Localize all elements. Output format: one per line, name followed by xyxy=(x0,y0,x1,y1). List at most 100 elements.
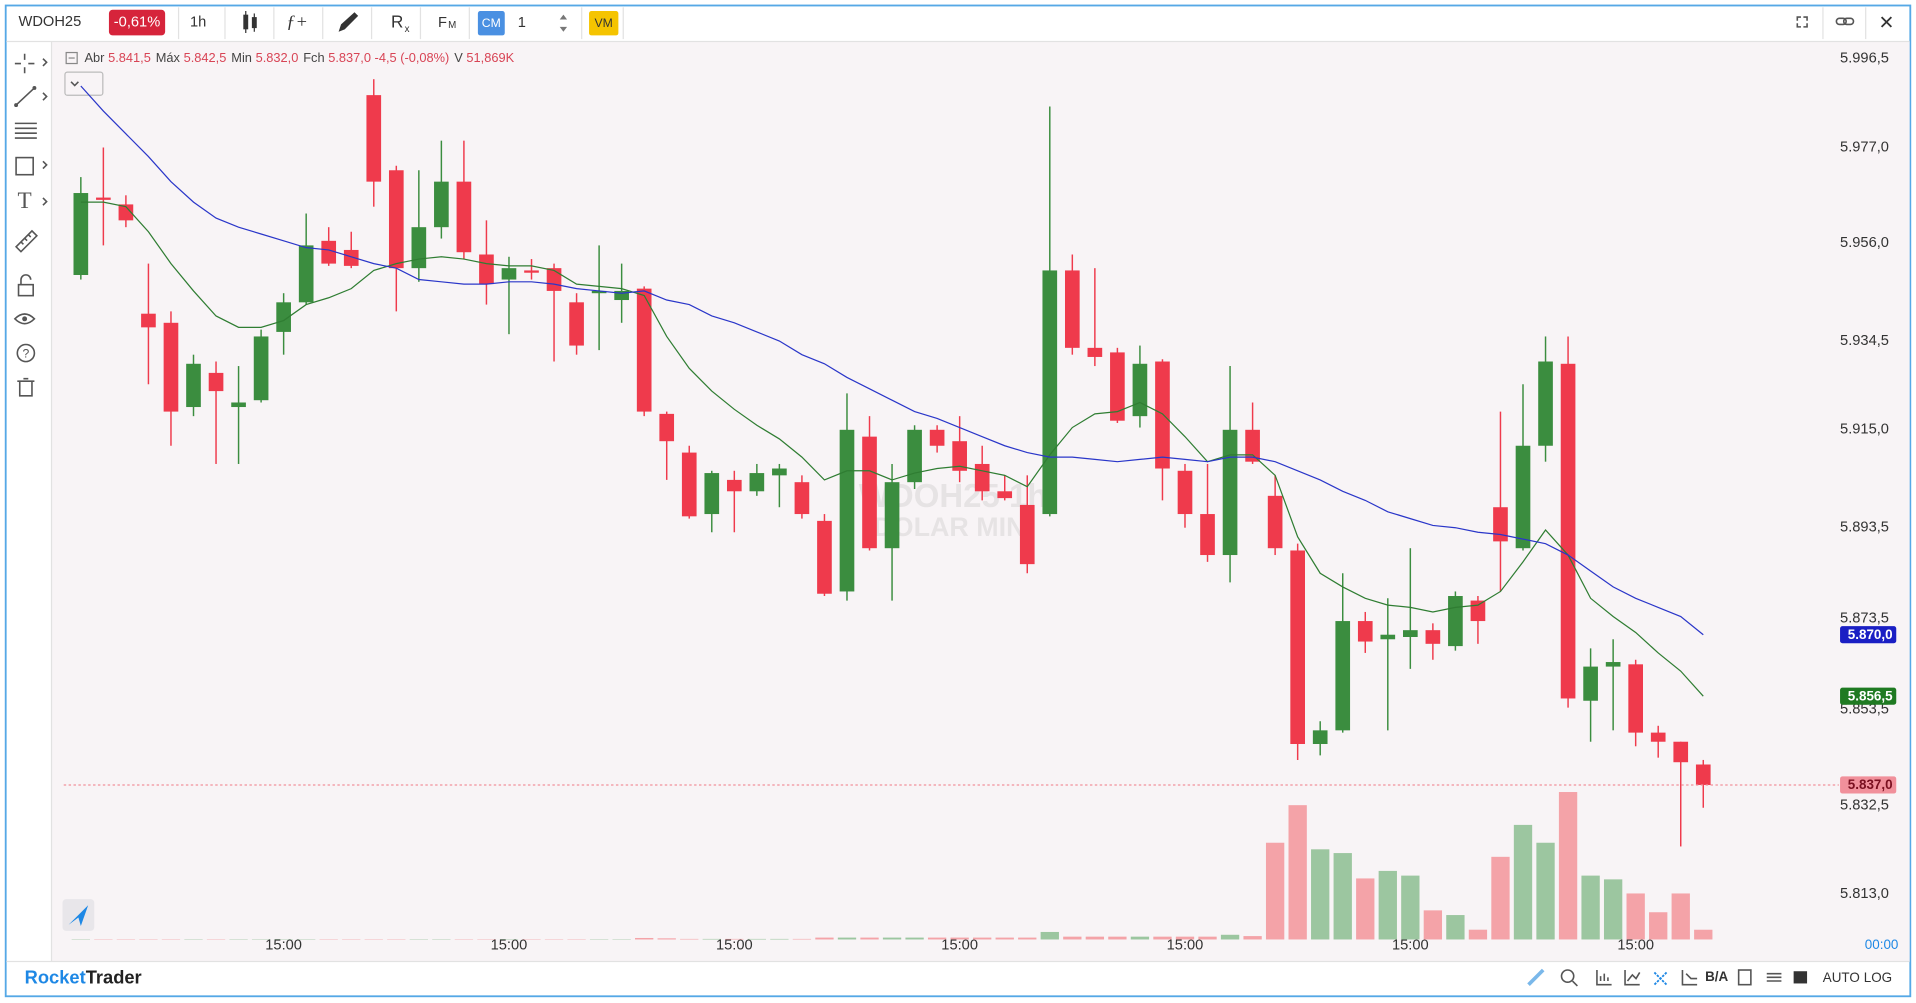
ruler-tool[interactable] xyxy=(14,229,38,253)
volume-bar xyxy=(1378,870,1397,940)
legend-value: 5.837,0 -4,5 (-0,08%) xyxy=(328,50,449,65)
x-tick-label: 15:00 xyxy=(1167,937,1204,953)
candle-body xyxy=(659,413,675,442)
candle-body xyxy=(974,463,990,492)
chart-type-button[interactable] xyxy=(243,10,257,33)
candle-body xyxy=(1245,429,1260,462)
cm-button[interactable]: CM xyxy=(482,16,501,30)
panel-icon[interactable] xyxy=(1793,971,1808,984)
candle-body xyxy=(1222,429,1238,556)
legend-collapse-icon xyxy=(70,81,79,87)
vm-badge xyxy=(589,10,619,36)
candle-body xyxy=(1605,662,1621,667)
interval-button[interactable]: 1h xyxy=(190,14,206,30)
candle-body xyxy=(681,452,697,517)
candle-body xyxy=(862,436,877,549)
volume-bar xyxy=(837,937,857,940)
candle-body xyxy=(1673,741,1689,763)
candle-body xyxy=(501,268,517,280)
volume-bar xyxy=(702,938,721,940)
volume-bar xyxy=(1513,824,1533,940)
log-button[interactable]: LOG xyxy=(1864,970,1892,985)
candle-body xyxy=(1515,445,1531,549)
visibility-tool[interactable] xyxy=(13,313,36,325)
y-tick-label: 5.832,5 xyxy=(1840,797,1889,813)
quantity[interactable]: 1 xyxy=(518,15,526,31)
volume-bar xyxy=(1153,936,1172,940)
volume-bar xyxy=(1468,929,1488,940)
ba-button[interactable]: B/A xyxy=(1705,969,1728,984)
grid-icon[interactable] xyxy=(1653,971,1668,986)
fullscreen-button[interactable] xyxy=(1796,16,1808,28)
candle-body xyxy=(479,254,494,285)
svg-text:M: M xyxy=(448,20,456,31)
legend-collapse[interactable] xyxy=(64,71,104,96)
candle-body xyxy=(1267,495,1283,549)
price-tag-label: 5.856,5 xyxy=(1848,688,1893,703)
candle-body xyxy=(1493,507,1508,542)
svg-text:ƒ+: ƒ+ xyxy=(286,11,308,31)
candle-body xyxy=(343,249,359,266)
brand-second: Trader xyxy=(86,966,142,987)
line-tool[interactable] xyxy=(14,86,48,108)
lock-tool[interactable] xyxy=(17,274,34,297)
candle-body xyxy=(1403,630,1418,637)
candle-body xyxy=(952,441,967,471)
legend-label: V xyxy=(454,50,463,65)
candle-body xyxy=(1628,664,1644,733)
watermark: DOLAR MINI xyxy=(873,512,1033,542)
quantity-spinner[interactable] xyxy=(559,14,568,32)
draw-button[interactable] xyxy=(338,12,359,32)
y-tick-label: 5.813,0 xyxy=(1840,886,1889,902)
navigate-button[interactable] xyxy=(62,899,95,931)
candle-body xyxy=(1064,270,1080,348)
legend-toggle[interactable] xyxy=(65,51,78,65)
candle-body xyxy=(298,245,314,303)
crosshair-tool[interactable] xyxy=(14,53,48,74)
ruler-icon[interactable] xyxy=(1527,968,1545,986)
moving-average xyxy=(80,201,1704,697)
change-badge xyxy=(108,9,166,36)
svg-text:R: R xyxy=(391,13,403,32)
volume-bar xyxy=(725,938,744,940)
auto-button[interactable]: AUTO xyxy=(1823,970,1860,985)
volume-bar xyxy=(1491,856,1510,940)
help-tool[interactable]: ? xyxy=(16,343,36,363)
scale-icon[interactable] xyxy=(1681,970,1698,986)
y-tick-label: 5.853,5 xyxy=(1840,702,1889,718)
y-tick-label: 5.977,0 xyxy=(1840,139,1889,155)
candle-body xyxy=(73,193,89,275)
candle-body xyxy=(96,197,111,200)
close-button[interactable] xyxy=(1880,16,1893,28)
candle-body xyxy=(546,268,562,291)
candle-body xyxy=(388,170,404,269)
candle-body xyxy=(1019,504,1035,565)
candle-body xyxy=(411,227,427,269)
link-button[interactable] xyxy=(1835,17,1855,26)
zoom-icon[interactable] xyxy=(1560,969,1575,984)
candle-body xyxy=(1290,550,1305,745)
list-icon[interactable] xyxy=(1766,972,1782,982)
line-icon[interactable] xyxy=(1624,970,1641,986)
price-tag-label: 5.870,0 xyxy=(1848,627,1893,642)
fib-tool[interactable] xyxy=(14,122,37,139)
volume-bar xyxy=(770,938,789,940)
change: -0,61% xyxy=(114,14,160,30)
price-tag xyxy=(1840,687,1897,705)
candle-body xyxy=(1042,270,1058,515)
candle-body xyxy=(163,322,179,412)
bars-icon[interactable] xyxy=(1596,970,1612,986)
shape-tool[interactable] xyxy=(15,156,48,176)
symbol[interactable]: WDOH25 xyxy=(19,14,82,30)
delete-tool[interactable] xyxy=(17,377,35,397)
text-tool[interactable]: T xyxy=(18,188,48,214)
book-icon[interactable] xyxy=(1737,969,1752,986)
indicators-button[interactable]: ƒ+ xyxy=(286,11,308,31)
vm-button[interactable]: VM xyxy=(595,16,613,30)
y-tick-label: 5.915,0 xyxy=(1840,422,1889,438)
moving-average xyxy=(80,85,1704,636)
volume-bar xyxy=(860,937,879,940)
volume-bar xyxy=(1175,936,1195,940)
